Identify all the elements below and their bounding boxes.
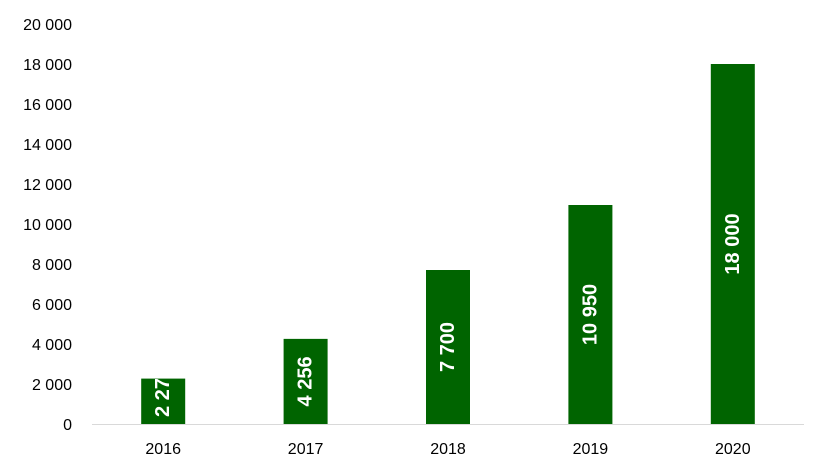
data-label-2018: 7 700 bbox=[437, 322, 459, 372]
y-tick-label: 12 000 bbox=[23, 177, 72, 194]
bar-2017 bbox=[283, 338, 328, 424]
bar-2018 bbox=[426, 270, 470, 424]
y-tick-label: 6 000 bbox=[32, 297, 72, 314]
y-tick-label: 10 000 bbox=[23, 217, 72, 234]
y-tick-label: 8 000 bbox=[32, 257, 72, 274]
bar-2019 bbox=[568, 205, 613, 424]
y-tick-label: 16 000 bbox=[23, 97, 72, 114]
y-axis-ticks: 0 2 000 4 000 6 000 8 000 10 000 12 000 14 000 1… bbox=[23, 17, 72, 434]
data-label-2019: 10 950 bbox=[579, 284, 601, 345]
bar-2020 bbox=[710, 64, 755, 424]
y-tick-label: 4 000 bbox=[32, 337, 72, 354]
data-label-2020: 18 000 bbox=[722, 213, 744, 274]
x-tick-label: 2020 bbox=[715, 441, 751, 458]
x-tick-label: 2017 bbox=[288, 441, 324, 458]
x-axis-ticks: 2016 2017 2018 2019 2020 bbox=[145, 441, 750, 458]
data-label-2017: 4 256 bbox=[295, 356, 317, 406]
bar-2016 bbox=[141, 378, 186, 424]
y-tick-label: 18 000 bbox=[23, 57, 72, 74]
y-tick-label: 0 bbox=[63, 417, 72, 434]
y-tick-label: 14 000 bbox=[23, 137, 72, 154]
data-label-2016: 2 270 bbox=[152, 367, 174, 417]
bars-group bbox=[141, 64, 755, 424]
x-tick-label: 2018 bbox=[430, 441, 466, 458]
y-tick-label: 20 000 bbox=[23, 17, 72, 34]
x-tick-label: 2019 bbox=[573, 441, 609, 458]
y-tick-label: 2 000 bbox=[32, 377, 72, 394]
data-labels-group: 2 270 4 256 7 700 10 950 18 000 bbox=[152, 213, 744, 417]
x-tick-label: 2016 bbox=[145, 441, 181, 458]
